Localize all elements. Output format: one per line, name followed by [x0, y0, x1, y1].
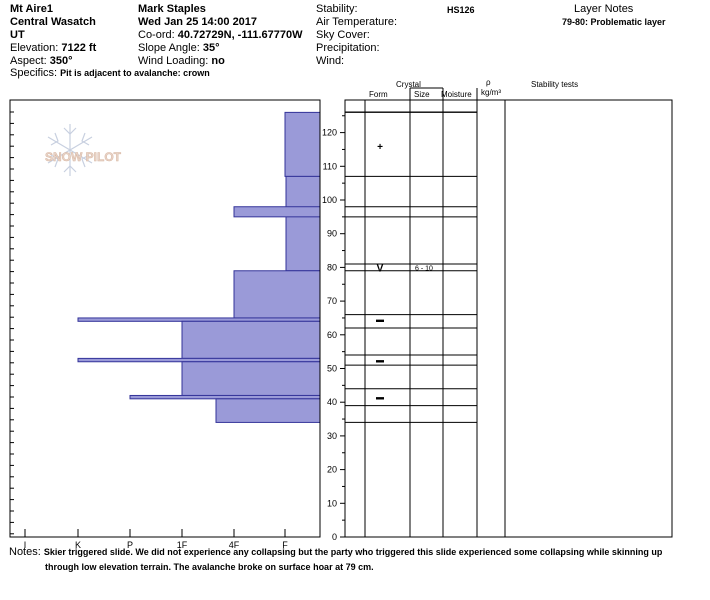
- depth-tick-label: 20: [327, 465, 337, 475]
- hs-value: HS126: [447, 5, 475, 15]
- aspect-value: 350°: [49, 55, 73, 67]
- depth-tick-label: 80: [327, 262, 337, 272]
- slope-label: Slope Angle:: [138, 42, 200, 54]
- grain-form-symbol: ▬: [376, 355, 384, 364]
- table-frame: [344, 99, 673, 538]
- plot-frame: [9, 99, 321, 538]
- hardness-bar: [284, 111, 321, 177]
- grain-form-symbol: V: [377, 263, 384, 274]
- profile-grid: I K P 1F 4F F 0 10 20 30 40 50 60 70 80 90 100 110 120 + V 6 …: [9, 87, 673, 550]
- hardness-bar: [285, 175, 321, 272]
- specifics-label: Specifics:: [10, 67, 58, 79]
- logo-text: SNOW PILOT: [45, 150, 122, 164]
- depth-tick-label: 30: [327, 431, 337, 441]
- depth-tick-label: 120: [322, 128, 337, 138]
- hardness-bar: [215, 398, 321, 423]
- snowflake-icon: [47, 124, 93, 176]
- grain-size-label: 6 - 10: [415, 265, 433, 272]
- notes-line-2: through low elevation terrain. The avala…: [45, 562, 374, 572]
- hardness-bar: [77, 317, 321, 322]
- stability-tests-header: Stability tests: [531, 80, 579, 89]
- wind-loading-value: no: [211, 55, 225, 67]
- state-name: UT: [10, 29, 25, 41]
- elevation-label: Elevation:: [10, 42, 59, 54]
- datetime: Wed Jan 25 14:00 2017: [138, 16, 258, 28]
- hardness-tick-label: 4F: [229, 540, 240, 550]
- hardness-tick-label: K: [75, 540, 81, 550]
- hardness-bar: [181, 320, 321, 359]
- aspect-row: Aspect: 350°: [10, 55, 73, 68]
- hardness-tick-label: I: [24, 540, 27, 550]
- hardness-tick-label: F: [282, 540, 288, 550]
- snowpilot-logo: SNOW PILOT: [45, 124, 122, 176]
- coord-label: Co-ord:: [138, 29, 175, 41]
- wind-loading-label: Wind Loading:: [138, 55, 209, 67]
- depth-tick-label: 10: [327, 498, 337, 508]
- coord-row: Co-ord: 40.72729N, -111.67770W: [138, 29, 303, 42]
- location-name: Mt Aire1: [10, 3, 53, 15]
- hardness-bar: [233, 206, 321, 218]
- density-unit-header: kg/m³: [481, 88, 501, 97]
- grain-form-symbol: ▬: [376, 392, 384, 401]
- hardness-tick-label: P: [127, 540, 133, 550]
- depth-tick-label: 70: [327, 296, 337, 306]
- moisture-header: Moisture: [441, 90, 472, 99]
- hardness-bar: [233, 270, 321, 319]
- slope-row: Slope Angle: 35°: [138, 42, 219, 55]
- aspect-label: Aspect:: [10, 55, 47, 67]
- wind-loading-row: Wind Loading: no: [138, 55, 225, 68]
- rho-header: ρ: [486, 78, 491, 87]
- sky-cover-label: Sky Cover:: [316, 29, 370, 41]
- form-header: Form: [369, 90, 388, 99]
- notes-row-1: Notes: Skier triggered slide. We did not…: [9, 546, 662, 559]
- depth-tick-label: 60: [327, 330, 337, 340]
- hardness-tick-label: 1F: [177, 540, 188, 550]
- depth-tick-label: 90: [327, 229, 337, 239]
- grain-form-symbol: ▬: [376, 315, 384, 324]
- hardness-bar: [77, 357, 321, 363]
- wind-label: Wind:: [316, 55, 345, 67]
- hardness-plot: [77, 111, 321, 423]
- hardness-bar: [129, 394, 321, 400]
- grain-form-symbol: +: [377, 142, 383, 153]
- observer-name: Mark Staples: [138, 3, 206, 15]
- crystal-header: Crystal: [396, 80, 421, 89]
- elevation-value: 7122 ft: [61, 42, 97, 54]
- notes-label: Notes:: [9, 546, 41, 558]
- hardness-bar: [181, 361, 321, 396]
- coord-value: 40.72729N, -111.67770W: [177, 29, 303, 41]
- notes-line-1: Skier triggered slide. We did not experi…: [43, 547, 663, 557]
- specifics-row: Specifics: Pit is adjacent to avalanche:…: [10, 67, 210, 80]
- specifics-value: Pit is adjacent to avalanche: crown: [60, 68, 210, 78]
- layer-notes-title: Layer Notes: [574, 3, 634, 15]
- stability-label: Stability:: [316, 3, 358, 15]
- elevation-row: Elevation: 7122 ft: [10, 42, 96, 55]
- depth-tick-label: 50: [327, 364, 337, 374]
- range-name: Central Wasatch: [10, 16, 96, 28]
- slope-value: 35°: [202, 42, 220, 54]
- layer-note: 79-80: Problematic layer: [562, 17, 666, 27]
- depth-tick-label: 100: [322, 195, 337, 205]
- air-temp-label: Air Temperature:: [316, 16, 398, 28]
- depth-tick-label: 110: [323, 161, 337, 171]
- depth-tick-label: 0: [332, 532, 337, 542]
- size-header: Size: [414, 90, 430, 99]
- precip-label: Precipitation:: [316, 42, 380, 54]
- depth-tick-label: 40: [327, 397, 337, 407]
